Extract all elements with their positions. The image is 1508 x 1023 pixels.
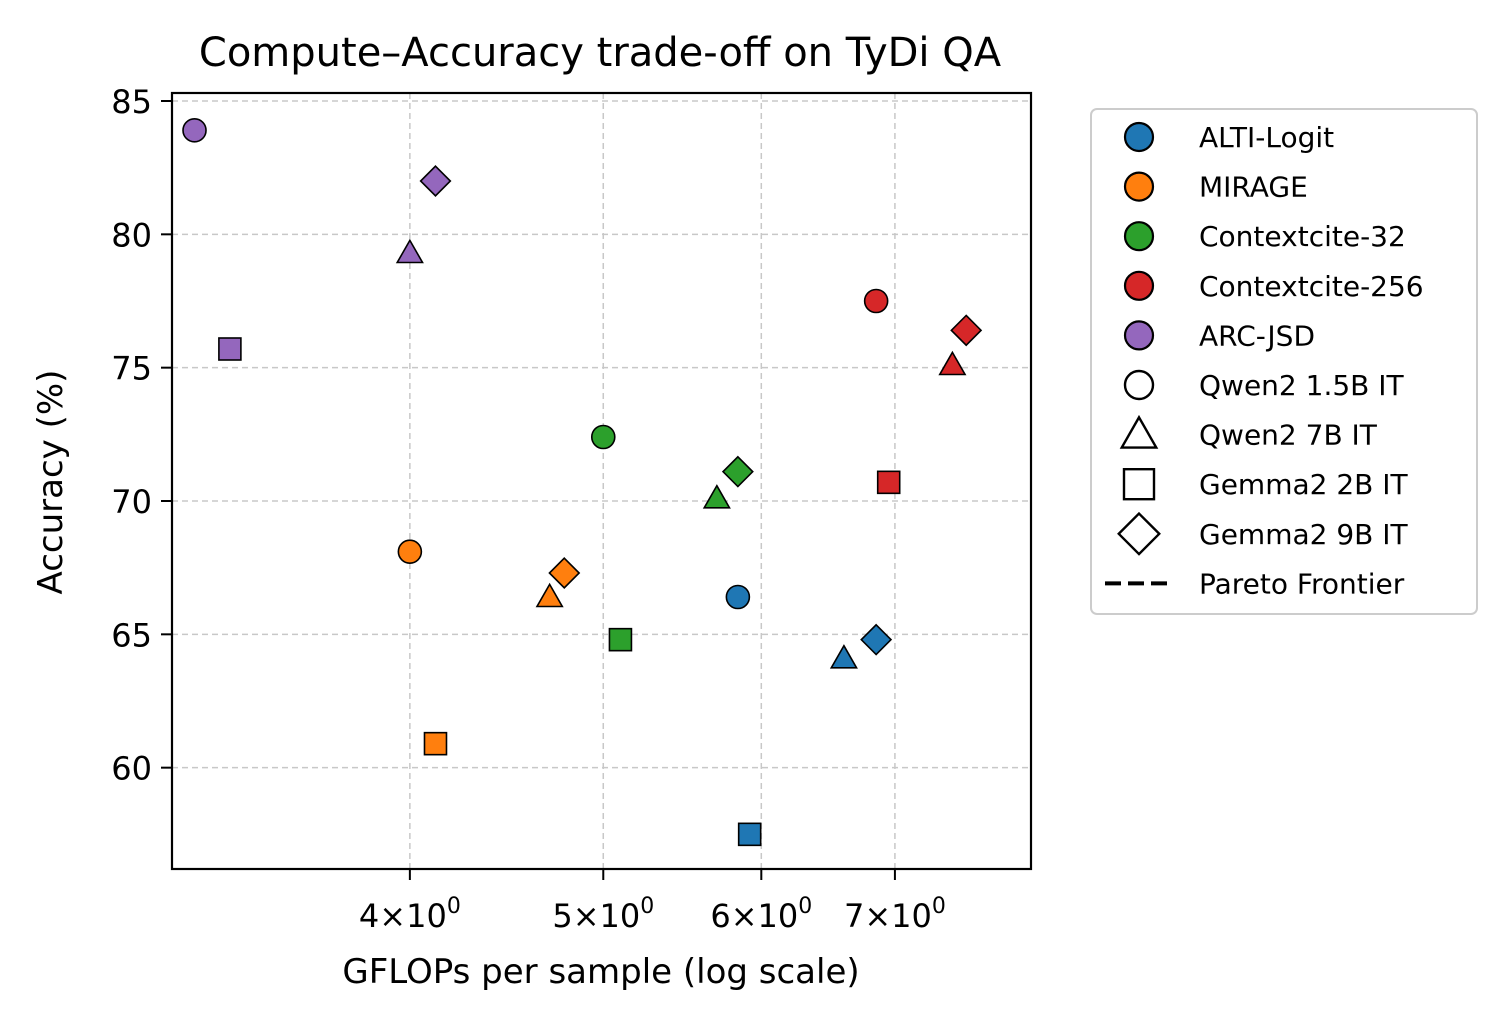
data-point-arc-jsd-square: [218, 337, 242, 361]
data-point-mirage-circle: [397, 539, 423, 564]
legend-label-model: Gemma2 2B IT: [1199, 468, 1409, 501]
legend-marker-method: [1123, 320, 1155, 351]
x-tick-label: 6×100: [710, 894, 812, 935]
data-point-arc-jsd-triangle: [395, 238, 424, 264]
data-point-contextcite-256-diamond: [950, 314, 983, 347]
data-point-contextcite-256-square: [876, 470, 901, 495]
x-tick-base: 10: [600, 897, 641, 935]
legend-label-model: Gemma2 9B IT: [1199, 518, 1409, 551]
x-tick-exponent: 0: [932, 894, 946, 919]
legend-box: [1090, 108, 1478, 615]
x-tick-mantissa: 4: [359, 897, 379, 935]
y-tick-label: 75: [111, 350, 152, 388]
x-tick-mantissa: 6: [710, 897, 730, 935]
y-tick-label: 80: [111, 216, 152, 254]
x-axis-ticks: 4×100 5×100 6×100 7×100: [359, 869, 946, 935]
y-tick-label: 70: [111, 483, 152, 521]
data-point-alti-logit-circle: [725, 584, 751, 610]
data-point-mirage-diamond: [548, 557, 581, 589]
legend-label-model: Qwen2 7B IT: [1199, 419, 1378, 452]
x-tick-times: ×: [731, 897, 758, 935]
legend-label-method: ARC-JSD: [1199, 319, 1315, 352]
legend-label-method: ALTI-Logit: [1199, 121, 1334, 154]
data-point-contextcite-32-square: [608, 627, 633, 652]
data-point-mirage-square: [423, 731, 448, 756]
x-tick-times: ×: [573, 897, 600, 935]
y-tick-label: 65: [111, 616, 152, 654]
data-point-contextcite-256-circle: [863, 288, 889, 314]
legend-marker-triangle: [1119, 414, 1159, 449]
x-tick-exponent: 0: [798, 894, 812, 919]
legend-marker-circle: [1123, 369, 1155, 401]
data-points: [182, 118, 983, 847]
x-tick-times: ×: [864, 897, 891, 935]
y-axis-ticks: 60 65 70 75 80 85: [111, 83, 172, 788]
data-point-contextcite-32-circle: [590, 424, 616, 450]
data-point-contextcite-32-triangle: [702, 484, 731, 509]
legend-marker-diamond: [1117, 511, 1161, 556]
y-tick-label: 85: [111, 83, 152, 121]
y-tick-label: 60: [111, 750, 152, 788]
x-tick-label: 7×100: [844, 894, 946, 935]
chart-title: Compute–Accuracy trade-off on TyDi QA: [199, 30, 1002, 76]
data-point-contextcite-32-diamond: [721, 455, 754, 488]
gridlines: [172, 93, 1031, 869]
data-point-arc-jsd-circle: [182, 118, 207, 143]
legend-label-method: Contextcite-32: [1199, 220, 1406, 253]
data-point-alti-logit-diamond: [860, 623, 893, 656]
x-tick-exponent: 0: [640, 894, 654, 919]
x-tick-times: ×: [379, 897, 406, 935]
x-tick-base: 10: [406, 897, 447, 935]
x-tick-label: 4×100: [359, 894, 461, 935]
x-tick-label: 5×100: [552, 894, 654, 935]
data-point-arc-jsd-diamond: [419, 165, 452, 197]
x-tick-base: 10: [891, 897, 932, 935]
x-tick-mantissa: 7: [844, 897, 864, 935]
legend-marker-square: [1122, 468, 1156, 501]
x-tick-base: 10: [758, 897, 799, 935]
legend-marker-method: [1123, 270, 1155, 301]
x-axis-label: GFLOPs per sample (log scale): [342, 952, 859, 992]
data-point-mirage-triangle: [535, 582, 564, 608]
x-tick-mantissa: 5: [552, 897, 572, 935]
legend-marker-method: [1123, 221, 1155, 252]
legend-items: ALTI-Logit MIRAGE Contextcite-32 Contextcit…: [1105, 121, 1424, 600]
legend-label-model: Qwen2 1.5B IT: [1199, 369, 1405, 402]
data-point-alti-logit-triangle: [829, 644, 858, 669]
legend-marker-method: [1123, 121, 1155, 153]
plot-frame: [170, 91, 1033, 871]
y-axis-label: Accuracy (%): [31, 370, 71, 595]
legend-label-pareto: Pareto Frontier: [1199, 567, 1405, 600]
data-point-alti-logit-square: [737, 822, 762, 847]
data-point-contextcite-256-triangle: [938, 350, 967, 376]
x-tick-exponent: 0: [447, 894, 461, 919]
legend: ALTI-Logit MIRAGE Contextcite-32 Contextcit…: [1090, 108, 1478, 615]
legend-label-method: Contextcite-256: [1199, 270, 1424, 303]
legend-marker-method: [1123, 171, 1155, 202]
legend-label-method: MIRAGE: [1199, 171, 1308, 204]
